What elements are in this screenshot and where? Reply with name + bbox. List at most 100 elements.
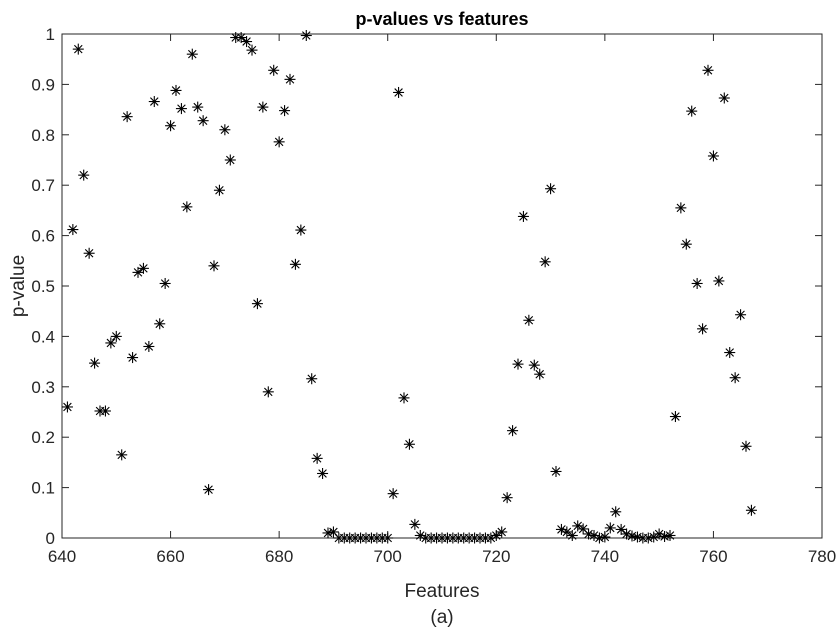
data-point [566, 529, 578, 541]
data-point [116, 449, 128, 461]
data-point [127, 352, 139, 364]
data-point [697, 323, 709, 335]
data-point [311, 452, 323, 464]
data-point [745, 504, 757, 516]
data-point [523, 314, 535, 326]
data-point [83, 247, 95, 259]
y-tick-label: 0.2 [31, 428, 55, 447]
x-tick-label: 640 [48, 547, 76, 566]
data-point [110, 330, 122, 342]
data-point [78, 169, 90, 181]
data-point [387, 488, 399, 500]
data-point [181, 201, 193, 213]
data-point [159, 277, 171, 289]
data-point [246, 44, 258, 56]
data-point [219, 124, 231, 136]
data-point [669, 411, 681, 423]
data-point [680, 238, 692, 250]
data-point [539, 256, 551, 268]
plot-area [61, 33, 823, 539]
data-point [251, 298, 263, 310]
data-point [154, 318, 166, 330]
data-point [702, 64, 714, 76]
data-point [213, 184, 225, 196]
data-point [99, 405, 111, 417]
data-point [137, 262, 149, 274]
data-point [507, 425, 519, 437]
data-point [186, 48, 198, 60]
data-point [398, 392, 410, 404]
data-point [89, 357, 101, 369]
data-point [257, 101, 269, 113]
y-tick-label: 1 [46, 25, 55, 44]
data-point [192, 101, 204, 113]
data-point [224, 154, 236, 166]
data-point [604, 522, 616, 534]
data-point [208, 260, 220, 272]
data-point [268, 64, 280, 76]
data-point [724, 347, 736, 359]
x-tick-label: 720 [482, 547, 510, 566]
x-tick-label: 700 [374, 547, 402, 566]
data-point [273, 136, 285, 148]
x-axis: 640 660 680 700 720 740 760 780 [48, 34, 836, 566]
y-tick-label: 0.6 [31, 227, 55, 246]
chart-caption: (a) [430, 607, 453, 628]
data-point [550, 465, 562, 477]
data-point [675, 202, 687, 214]
y-tick-label: 0.3 [31, 378, 55, 397]
data-point [528, 359, 540, 371]
data-point [382, 532, 394, 544]
data-point [691, 277, 703, 289]
data-point [197, 115, 209, 127]
data-point [615, 523, 627, 535]
data-point [501, 492, 513, 504]
data-point [72, 43, 84, 55]
data-point [610, 506, 622, 518]
data-point [170, 84, 182, 96]
data-point [241, 36, 253, 48]
data-point [686, 105, 698, 117]
data-point [148, 96, 160, 108]
data-point [289, 258, 301, 270]
data-point [279, 105, 291, 117]
data-point [121, 111, 133, 123]
data-point [621, 528, 633, 540]
data-point [735, 309, 747, 321]
data-point [300, 30, 312, 42]
y-tick-label: 0.9 [31, 75, 55, 94]
x-tick-label: 780 [808, 547, 836, 566]
data-point [403, 438, 415, 450]
data-point [143, 340, 155, 352]
data-point [393, 86, 405, 98]
data-point [67, 224, 79, 236]
data-point [664, 529, 676, 541]
data-point [713, 275, 725, 287]
data-point [729, 372, 741, 384]
data-point [61, 401, 73, 413]
data-point [203, 484, 215, 496]
y-tick-label: 0.7 [31, 176, 55, 195]
y-tick-label: 0.1 [31, 479, 55, 498]
data-point [517, 210, 529, 222]
data-point [295, 224, 307, 236]
data-point [496, 526, 508, 538]
data-point [105, 337, 117, 349]
y-tick-label: 0.5 [31, 277, 55, 296]
y-axis: 0 0.1 0.2 0.3 0.4 0.5 0.6 0.7 0.8 0.9 1 [31, 25, 822, 548]
x-axis-label: Features [405, 581, 480, 602]
data-point [175, 103, 187, 115]
data-point [740, 440, 752, 452]
y-axis-label: p-value [8, 255, 29, 317]
x-tick-label: 760 [699, 547, 727, 566]
data-point [718, 92, 730, 104]
data-point [545, 183, 557, 195]
x-tick-label: 660 [156, 547, 184, 566]
y-tick-label: 0.4 [31, 327, 55, 346]
y-tick-label: 0.8 [31, 126, 55, 145]
data-point [317, 467, 329, 479]
data-point [262, 386, 274, 398]
data-point [165, 120, 177, 132]
data-point [534, 368, 546, 380]
